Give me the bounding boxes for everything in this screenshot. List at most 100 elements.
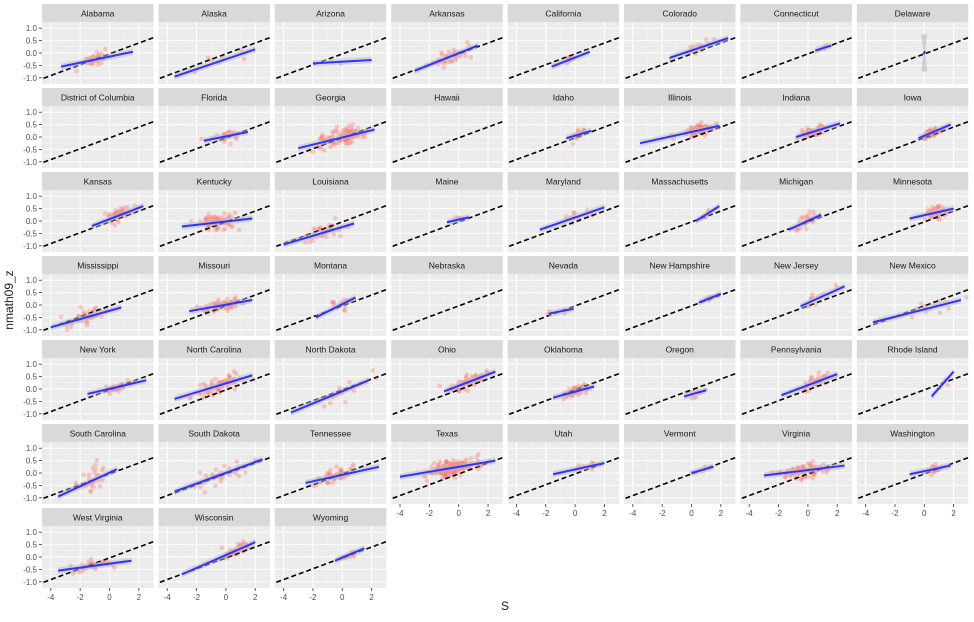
- data-point: [112, 223, 118, 228]
- data-point: [234, 459, 240, 464]
- fit-line: [698, 292, 722, 304]
- panel-plot-area: [508, 120, 620, 164]
- panel-strip: [42, 256, 154, 274]
- data-point: [431, 460, 437, 466]
- panel-nebraska: Nebraska: [391, 256, 503, 336]
- reference-line: [508, 36, 620, 80]
- data-point: [220, 214, 226, 220]
- data-point: [316, 226, 321, 232]
- data-point: [99, 51, 105, 56]
- data-point: [331, 299, 337, 305]
- panel-title: Arkansas: [429, 9, 464, 19]
- panel-title: Alabama: [81, 9, 115, 19]
- data-point: [116, 219, 121, 225]
- fit-line: [50, 306, 122, 329]
- x-tick-label: 2: [719, 509, 724, 518]
- panel-title: Ohio: [438, 345, 456, 355]
- data-point: [329, 299, 335, 305]
- panel-plot-area: [741, 204, 852, 248]
- panel-strip: [856, 4, 969, 22]
- data-point: [93, 467, 98, 472]
- data-point: [84, 322, 90, 328]
- fit-line: [57, 468, 118, 498]
- data-point: [572, 210, 577, 216]
- panel-strip: [507, 340, 620, 358]
- panel-plot-area: [159, 456, 270, 500]
- reference-line: [857, 120, 969, 164]
- fit-line: [669, 37, 729, 59]
- panel-plot-area: [857, 368, 969, 416]
- fit-line: [872, 299, 962, 324]
- panel-rhode-island: Rhode Island: [856, 340, 969, 420]
- fit-line: [781, 373, 838, 397]
- panel-plot-area: [392, 120, 503, 164]
- data-point: [217, 215, 222, 220]
- data-point: [698, 119, 704, 125]
- data-point: [347, 379, 352, 385]
- data-point: [805, 474, 811, 480]
- data-point: [332, 142, 337, 147]
- fit-line: [691, 465, 714, 474]
- reference-line: [625, 372, 736, 416]
- data-point: [228, 141, 233, 147]
- panel-title: Wyoming: [313, 513, 349, 523]
- data-point: [85, 320, 90, 325]
- fit-line: [918, 123, 952, 140]
- data-point: [804, 226, 809, 232]
- data-point: [444, 460, 450, 465]
- panel-strip: [740, 340, 852, 358]
- panel-plot-area: [857, 456, 969, 500]
- panel-strip: [624, 4, 736, 22]
- data-point: [437, 459, 443, 465]
- x-tick-label: -2: [77, 593, 85, 602]
- panel-plot-area: [857, 120, 969, 164]
- data-point: [456, 388, 462, 394]
- data-point: [93, 462, 98, 468]
- panel-plot-area: [741, 456, 852, 500]
- panel-strip: [391, 88, 503, 106]
- panel-title: Maryland: [546, 177, 581, 187]
- data-point: [219, 545, 225, 551]
- x-tick-label: 2: [835, 509, 840, 518]
- panel-strip: [42, 88, 154, 106]
- data-point: [798, 477, 804, 483]
- reference-line: [741, 36, 852, 80]
- data-point: [436, 462, 442, 468]
- y-tick-label: 0.5: [26, 37, 38, 46]
- panel-title: Indiana: [782, 93, 810, 103]
- fit-line: [551, 50, 591, 68]
- panel-strip: [507, 256, 620, 274]
- panel-maine: Maine: [391, 172, 503, 252]
- panel-plot-area: [275, 456, 387, 500]
- x-tick-label: 0: [689, 509, 694, 518]
- data-point: [464, 372, 470, 377]
- data-point: [310, 149, 316, 155]
- reference-line: [392, 120, 503, 164]
- data-point: [321, 404, 327, 409]
- panel-indiana: Indiana: [740, 88, 852, 168]
- panel-title: Wisconsin: [195, 513, 234, 523]
- panel-plot-area: [275, 204, 387, 248]
- data-point: [334, 128, 340, 134]
- fit-line: [552, 462, 605, 476]
- data-point: [213, 483, 218, 489]
- panel-plot-area: [43, 120, 154, 164]
- x-tick-label: -2: [775, 509, 783, 518]
- panel-strip: [740, 88, 852, 106]
- panel-plot-area: [392, 368, 503, 416]
- panel-strip: [158, 88, 270, 106]
- data-point: [88, 556, 94, 562]
- panel-title: Louisiana: [312, 177, 349, 187]
- panel-wisconsin: Wisconsin -4 -2 0 2: [158, 508, 270, 602]
- panel-title: South Dakota: [188, 429, 240, 439]
- fit-line: [87, 379, 147, 395]
- data-point: [344, 128, 349, 133]
- y-tick-label: 1.0: [26, 360, 38, 369]
- panel-plot-area: [508, 36, 620, 80]
- data-point: [442, 473, 448, 478]
- y-tick-label: -0.5: [23, 313, 37, 322]
- y-tick-label: 0.5: [26, 373, 38, 382]
- data-point: [350, 464, 356, 469]
- panel-plot-area: [159, 36, 270, 80]
- panel-plot-area: [159, 369, 270, 416]
